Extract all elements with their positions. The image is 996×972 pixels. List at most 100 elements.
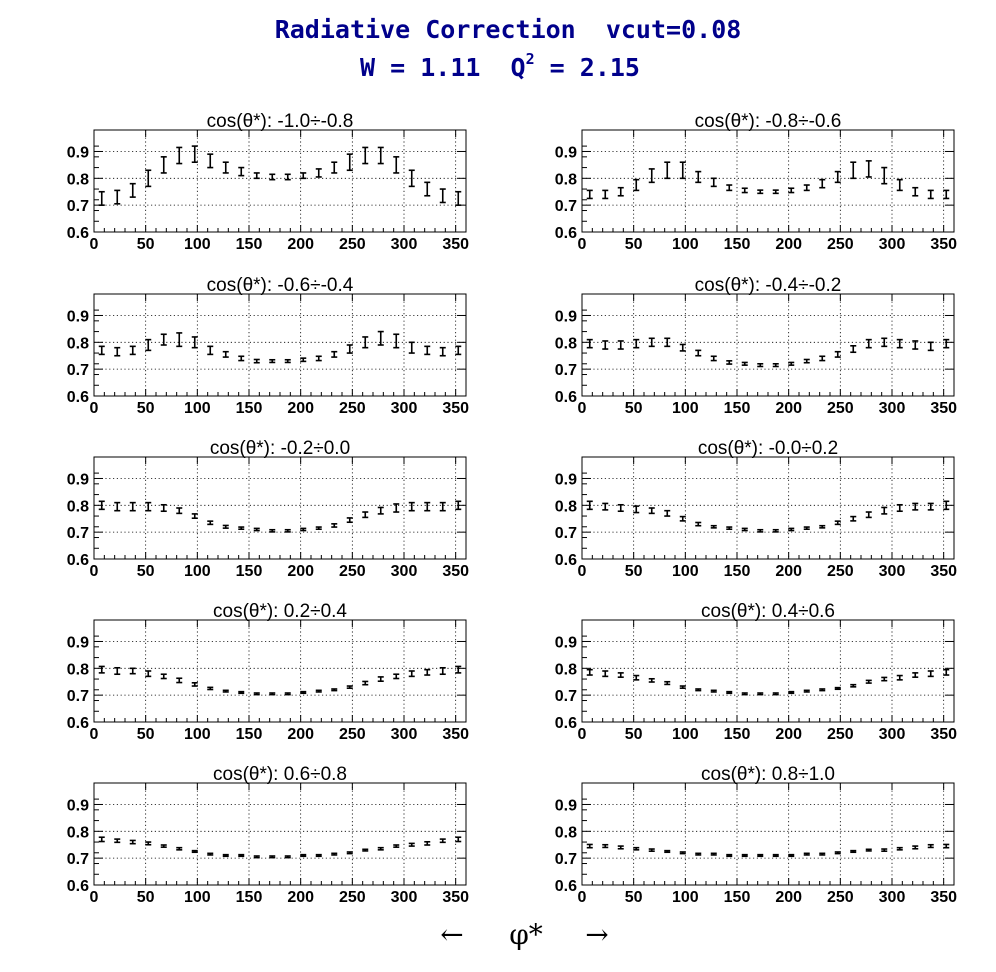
data-point — [98, 345, 105, 356]
data-point — [679, 685, 686, 689]
data-point — [819, 852, 826, 856]
data-point — [741, 692, 748, 696]
data-point — [98, 665, 105, 674]
y-tick-label: 0.6 — [555, 225, 577, 242]
x-tick-label: 0 — [90, 236, 99, 253]
data-point — [772, 528, 779, 533]
data-point — [191, 336, 198, 349]
data-point — [238, 166, 245, 177]
y-tick-label: 0.7 — [555, 688, 577, 705]
data-point — [850, 161, 857, 180]
data-point — [803, 526, 810, 531]
x-tick-label: 0 — [90, 400, 99, 417]
x-tick-label: 200 — [775, 889, 802, 906]
panel-title: cos(θ*): -0.0÷0.2 — [698, 438, 838, 459]
data-point — [222, 350, 229, 358]
kinematics-title: W = 1.11 Q2 = 2.15 — [360, 50, 640, 82]
data-point — [757, 189, 764, 195]
x-tick-label: 150 — [236, 889, 263, 906]
data-point — [207, 153, 214, 169]
y-tick-label: 0.7 — [67, 688, 89, 705]
data-point — [439, 501, 446, 512]
data-point — [439, 838, 446, 844]
data-point — [346, 685, 353, 689]
data-point — [927, 843, 934, 849]
data-point — [284, 855, 291, 859]
data-point — [602, 502, 609, 511]
y-tick-label: 0.7 — [555, 851, 577, 868]
data-point — [160, 673, 167, 680]
data-point — [710, 852, 717, 856]
data-point — [741, 187, 748, 194]
y-tick-label: 0.6 — [555, 878, 577, 895]
x-tick-label: 200 — [287, 889, 314, 906]
data-point — [98, 836, 105, 843]
data-point — [695, 688, 702, 692]
x-tick-label: 250 — [827, 563, 854, 580]
x-tick-label: 50 — [625, 400, 643, 417]
data-point — [253, 692, 260, 696]
x-tick-label: 0 — [578, 400, 587, 417]
y-tick-label: 0.9 — [555, 471, 577, 488]
data-point — [819, 688, 826, 692]
data-point — [602, 189, 609, 200]
kinematics-w: W = 1.11 Q — [360, 53, 526, 82]
data-point — [269, 528, 276, 533]
data-point — [896, 846, 903, 851]
x-tick-label: 0 — [578, 889, 587, 906]
data-point — [176, 677, 183, 684]
data-point — [315, 355, 322, 362]
x-tick-label: 150 — [236, 726, 263, 743]
data-point — [726, 184, 733, 192]
x-tick-label: 0 — [578, 726, 587, 743]
data-point — [222, 161, 229, 174]
data-point — [772, 853, 779, 858]
x-tick-label: 200 — [287, 400, 314, 417]
x-tick-label: 350 — [442, 726, 469, 743]
y-tick-label: 0.7 — [555, 198, 577, 215]
y-tick-label: 0.8 — [67, 661, 89, 678]
data-point — [253, 855, 260, 859]
panel: cos(θ*): -0.0÷0.2 0 50 100 150 200 250 300 350 0.… — [555, 438, 957, 580]
data-point — [896, 178, 903, 192]
data-point — [679, 515, 686, 522]
panel: cos(θ*): 0.8÷1.0 0 50 100 150 200 250 300 350 0.6… — [555, 764, 957, 906]
data-point — [912, 845, 919, 850]
data-point — [455, 836, 462, 843]
data-point — [617, 672, 624, 678]
x-tick-label: 300 — [391, 726, 418, 743]
x-tick-label: 100 — [672, 400, 699, 417]
panel: cos(θ*): 0.2÷0.4 0 50 100 150 200 250 300 350 0.6… — [67, 601, 469, 743]
x-tick-label: 350 — [930, 726, 957, 743]
x-tick-label: 350 — [442, 400, 469, 417]
data-point — [331, 350, 338, 358]
data-point — [602, 340, 609, 350]
data-point — [617, 503, 624, 513]
data-point — [176, 146, 183, 165]
data-point — [114, 838, 121, 844]
x-tick-label: 200 — [775, 563, 802, 580]
data-point — [586, 500, 593, 511]
data-point — [912, 502, 919, 511]
data-point — [284, 692, 291, 696]
data-point — [393, 673, 400, 680]
y-tick-label: 0.6 — [555, 389, 577, 406]
panel-title: cos(θ*): 0.2÷0.4 — [213, 601, 347, 622]
x-tick-label: 250 — [827, 400, 854, 417]
data-point — [633, 505, 640, 514]
data-point — [98, 190, 105, 206]
data-point — [176, 507, 183, 515]
x-tick-label: 150 — [724, 236, 751, 253]
panel: cos(θ*): -0.6÷-0.4 0 50 100 150 200 250 300 350 0… — [67, 275, 469, 417]
data-point — [222, 853, 229, 858]
y-tick-label: 0.8 — [67, 824, 89, 841]
main-title: Radiative Correction vcut=0.08 — [275, 15, 742, 44]
x-tick-label: 100 — [672, 726, 699, 743]
data-point — [850, 849, 857, 854]
data-point — [679, 851, 686, 855]
data-point — [331, 852, 338, 856]
data-point — [408, 169, 415, 188]
data-point — [710, 689, 717, 693]
y-tick-label: 0.6 — [555, 715, 577, 732]
